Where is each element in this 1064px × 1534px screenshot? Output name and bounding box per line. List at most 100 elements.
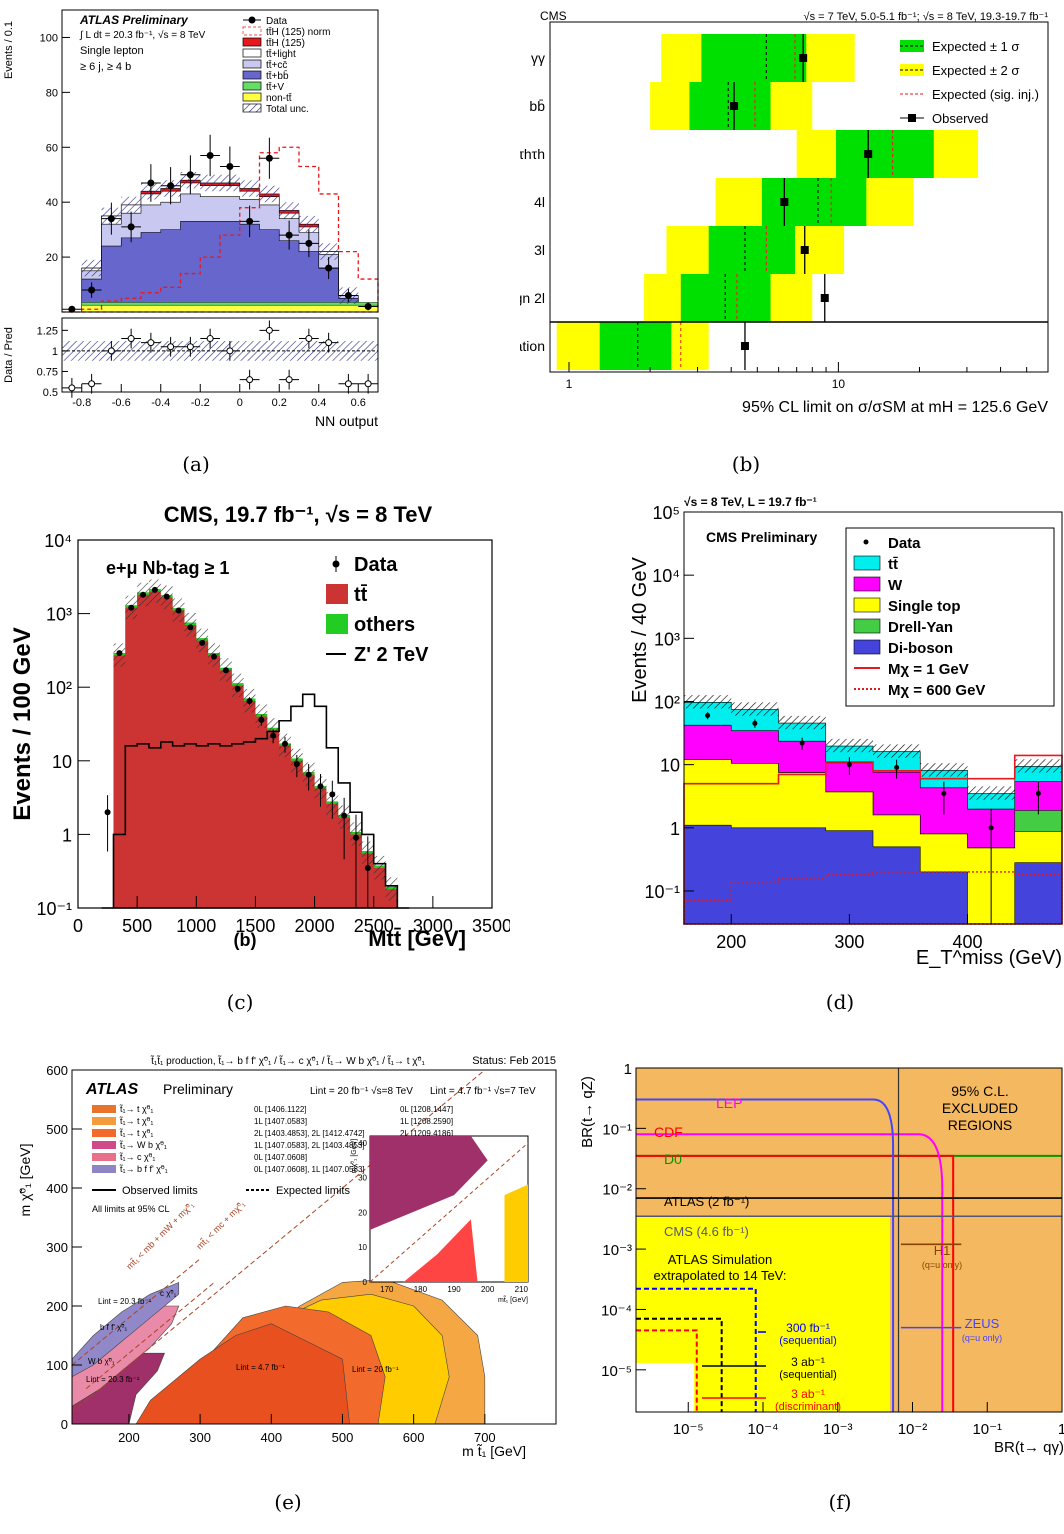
- x-tick-label: 200: [716, 932, 746, 952]
- observed-marker: [864, 150, 873, 158]
- mchi600-line: [683, 871, 1063, 925]
- legend-label: tt̄+cc̄: [266, 59, 287, 71]
- y-tick-label: 10²: [46, 678, 72, 698]
- data-point: [104, 809, 111, 816]
- ratio-tick-label: 0.75: [37, 366, 58, 378]
- inset-x-tick-label: 210: [515, 1285, 529, 1294]
- ZEUS-label: ZEUS: [965, 1316, 1000, 1331]
- panel-b: γγ bb̄ τhτh 4l 3l Same-Sign 2l Combination 1 10 9…: [520, 0, 1064, 440]
- legend-swatch: [92, 1153, 116, 1161]
- limit-label: D0: [664, 1151, 682, 1167]
- legend-label: Data: [354, 554, 398, 576]
- data-point: [846, 762, 852, 768]
- legend-label: t̃₁→ t χ̃⁰₁: [119, 1116, 154, 1126]
- y-tick-label: 600: [46, 1063, 68, 1078]
- legend-label: Mχ = 1 GeV: [888, 661, 969, 678]
- y-axis-label: Events / 40 GeV: [629, 557, 651, 703]
- data-point: [199, 639, 206, 646]
- legend-ref8: 1L [1407.0583], 2L [1403.4853]: [254, 1141, 365, 1150]
- legend-swatch: [853, 597, 881, 613]
- y-tick-label: 20: [46, 252, 58, 264]
- legend-swatch: [242, 103, 262, 113]
- observed-marker: [730, 102, 739, 110]
- inset-y-tick-label: 30: [358, 1174, 367, 1183]
- inset-x-label: mt̃₁ [GeV]: [498, 1296, 528, 1304]
- observed-marker: [820, 294, 829, 302]
- legend-swatch: [92, 1129, 116, 1137]
- legend-expected-label: Expected limits: [276, 1185, 350, 1197]
- y-tick-label: 40: [46, 197, 58, 209]
- data-point: [127, 223, 135, 231]
- y-tick-label: 10⁻⁵: [601, 1363, 632, 1380]
- x-tick-label: 500: [332, 1430, 354, 1445]
- ttH-norm-line: [62, 146, 379, 313]
- unc-band: [873, 744, 921, 758]
- y-tick-label: 1: [670, 819, 680, 839]
- caption-b: (b): [731, 452, 761, 476]
- legend-swatch: [92, 1141, 116, 1149]
- row-label: τhτh: [520, 146, 545, 162]
- y-tick-label: 10⁻⁴: [601, 1302, 632, 1319]
- region-label: Lint = 20.3 fb⁻¹: [98, 1297, 152, 1306]
- legend-label: t̃₁→ t χ̃⁰₁: [119, 1128, 154, 1138]
- legend-swatch: [242, 70, 262, 80]
- data-point: [234, 685, 241, 692]
- projection-sublabel: (sequential): [779, 1369, 836, 1381]
- x-axis-label: 95% CL limit on σ/σSM at mH = 125.6 GeV: [742, 399, 1048, 416]
- x-tick-label: 400: [260, 1430, 282, 1445]
- projection-label: 3 ab⁻¹: [791, 1387, 825, 1401]
- region-label: c χ̃⁰₁: [160, 1289, 177, 1298]
- y-axis-label: Events / 100 GeV: [9, 627, 36, 820]
- limit-label: ATLAS (2 fb⁻¹): [664, 1194, 749, 1209]
- y-tick-label: 300: [46, 1240, 68, 1255]
- y-tick-label: 10: [52, 752, 72, 772]
- inset-x-tick-label: 200: [481, 1285, 495, 1294]
- legend-label: t̃₁→ W b χ̃⁰₁: [119, 1140, 167, 1150]
- projection-label: 3 ab⁻¹: [791, 1355, 825, 1369]
- data-point: [341, 812, 348, 819]
- data-point: [352, 834, 359, 841]
- y-tick-label: 100: [40, 32, 58, 44]
- header-experiment: ATLAS Preliminary: [79, 13, 189, 27]
- y-tick-label: 60: [46, 142, 58, 154]
- unc-band: [1014, 759, 1062, 773]
- y-tick-label: 10⁴: [652, 566, 680, 586]
- diag-line-mc: [71, 1258, 201, 1366]
- ratio-point: [68, 384, 76, 392]
- legend-swatch: [326, 584, 348, 604]
- x-tick-label: -0.2: [191, 397, 210, 409]
- legend-label: tt̄+bb̄: [266, 69, 289, 82]
- subtitle-label: Preliminary: [163, 1081, 233, 1097]
- x-axis-label: E_T^miss (GeV): [916, 947, 1062, 969]
- panel-d: 10⁻¹ 1 10 10² 10³ 10⁴ 10⁵ 200 300 400 √s = 8 TeV, …: [600, 490, 1064, 980]
- legend-box: [845, 527, 1055, 707]
- proj-3ab-seq: [636, 1317, 723, 1412]
- region-label: b f f' χ̃⁰₁: [100, 1323, 127, 1332]
- band-1sigma: [836, 130, 934, 178]
- x-tick-label: 0.4: [311, 397, 326, 409]
- legend-ref8: 0L [1407.0608], 1L [1407.0583]: [254, 1165, 365, 1174]
- lumi-8-label: Lint = 20 fb⁻¹ √s=8 TeV: [310, 1085, 413, 1097]
- x-tick-label: 3500: [472, 916, 510, 936]
- row-label: 4l: [534, 194, 545, 210]
- legend-swatch: [242, 81, 262, 91]
- data-point: [258, 716, 265, 723]
- data-point: [894, 765, 900, 771]
- y-tick-label: 80: [46, 87, 58, 99]
- unc-band: [825, 738, 873, 753]
- x-tick-label: 2500: [354, 916, 394, 936]
- x-tick-label: 10⁻¹: [972, 1421, 1002, 1438]
- legend-swatch: [242, 59, 262, 69]
- data-point: [265, 154, 273, 162]
- lumi-7-label: Lint = 4.7 fb⁻¹ √s=7 TeV: [430, 1085, 536, 1097]
- legend-label: tt̄H (125): [266, 37, 305, 49]
- experiment-label: CMS Preliminary: [706, 529, 817, 545]
- x-tick-label: 200: [118, 1430, 140, 1445]
- data-point: [325, 264, 333, 272]
- ratio-frame: [61, 317, 379, 393]
- x-tick-label: 10⁻³: [823, 1421, 853, 1438]
- legend-label: others: [354, 614, 415, 636]
- unc-band: [731, 702, 779, 716]
- chart-f: 10⁻⁵ 10⁻⁴ 10⁻³ 10⁻² 10⁻¹ 1 10⁻⁵ 10⁻⁴ 10⁻³ 10⁻² 10⁻…: [579, 1061, 1064, 1456]
- unc-band: [778, 715, 826, 730]
